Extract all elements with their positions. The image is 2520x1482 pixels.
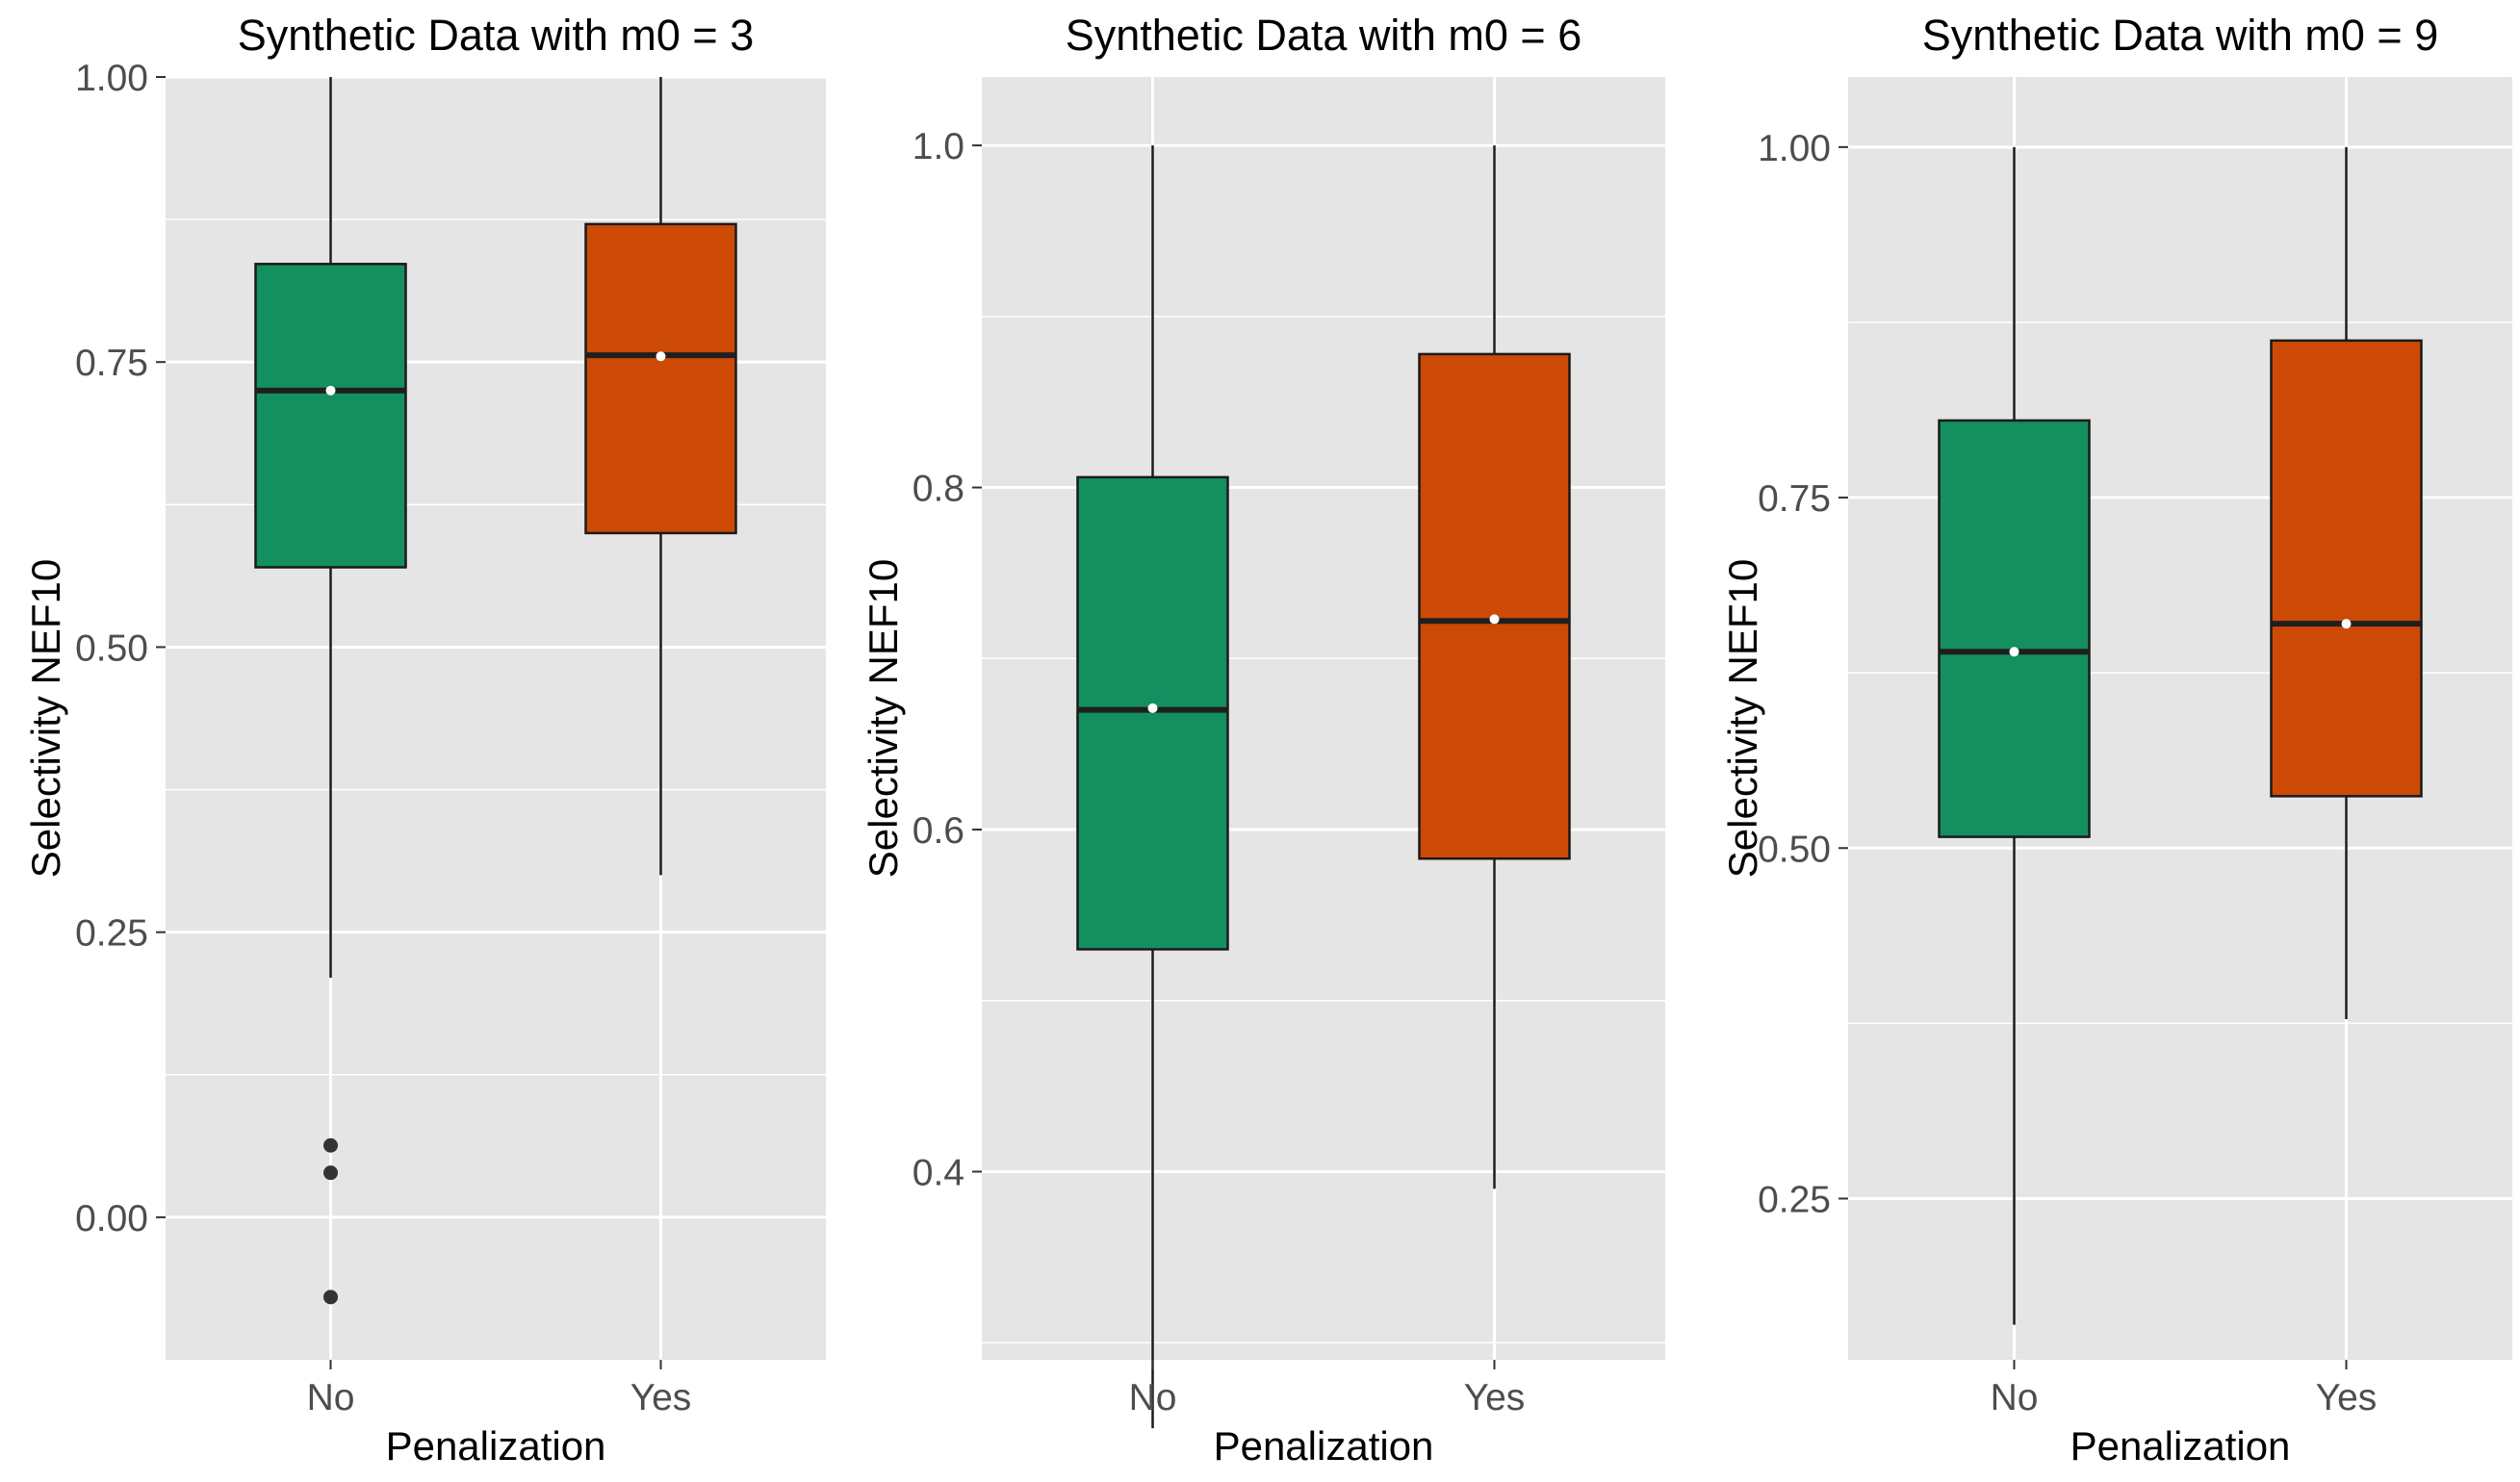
y-tick-label: 0.8 [913, 469, 964, 510]
y-axis-label: Selectivity NEF10 [861, 559, 906, 878]
chart-title: Synthetic Data with m0 = 9 [1922, 11, 2439, 60]
y-tick-label: 0.4 [913, 1152, 964, 1193]
box-body [254, 263, 407, 569]
outlier-point [323, 1165, 338, 1181]
box-body [584, 222, 737, 535]
chart-panel-3: 0.25 0.50 0.75 1.00 No Yes Synthetic Data with… [1720, 11, 2512, 1469]
box-yes [1418, 145, 1571, 1189]
chart-title: Synthetic Data with m0 = 3 [238, 11, 755, 60]
chart-panel-2: 0.4 0.6 0.8 1.0 No Yes Synthetic Data with m0 … [861, 11, 1665, 1469]
y-axis-label: Selectivity NEF10 [23, 559, 68, 878]
box-body [1418, 352, 1571, 860]
y-tick-label: 0.50 [1758, 829, 1831, 870]
y-tick-label: 0.75 [75, 343, 148, 384]
y-tick-label: 0.75 [1758, 478, 1831, 520]
x-tick-label: Yes [630, 1377, 692, 1418]
box-body [1076, 475, 1229, 951]
x-tick-label: Yes [2316, 1377, 2378, 1418]
x-tick-label: Yes [1464, 1377, 1526, 1418]
box-yes [584, 77, 737, 876]
chart-title: Synthetic Data with m0 = 6 [1066, 11, 1582, 60]
outlier-point [323, 1137, 338, 1153]
box-body [1938, 419, 2091, 838]
outlier-point [323, 1290, 338, 1305]
chart-panel-1: 0.00 0.25 0.50 0.75 1.00 No Yes Synthetic Data … [23, 11, 826, 1469]
mean-point [325, 385, 336, 396]
mean-point [1489, 614, 1500, 625]
y-tick-label: 0.25 [75, 913, 148, 955]
x-tick-label: No [307, 1377, 355, 1418]
x-axis-label: Penalization [2070, 1423, 2291, 1469]
x-axis-label: Penalization [1214, 1423, 1434, 1469]
mean-point [1147, 703, 1158, 713]
box-no [254, 77, 407, 1305]
y-tick-label: 1.00 [1758, 128, 1831, 169]
x-axis-label: Penalization [386, 1423, 606, 1469]
box-yes [2270, 146, 2423, 1019]
mean-point [2341, 619, 2352, 629]
y-tick-label: 0.00 [75, 1198, 148, 1239]
mean-point [2009, 647, 2019, 657]
y-tick-label: 0.6 [913, 810, 964, 852]
mean-point [656, 351, 666, 362]
y-tick-label: 0.25 [1758, 1179, 1831, 1220]
box-no [1938, 146, 2091, 1325]
y-tick-label: 1.00 [75, 58, 148, 99]
x-tick-label: No [1991, 1377, 2039, 1418]
x-tick-label: No [1129, 1377, 1177, 1418]
box-body [2270, 339, 2423, 798]
y-tick-label: 1.0 [913, 126, 964, 167]
y-tick-label: 0.50 [75, 627, 148, 669]
y-axis-label: Selectivity NEF10 [1720, 559, 1765, 878]
box-no [1076, 145, 1229, 1429]
